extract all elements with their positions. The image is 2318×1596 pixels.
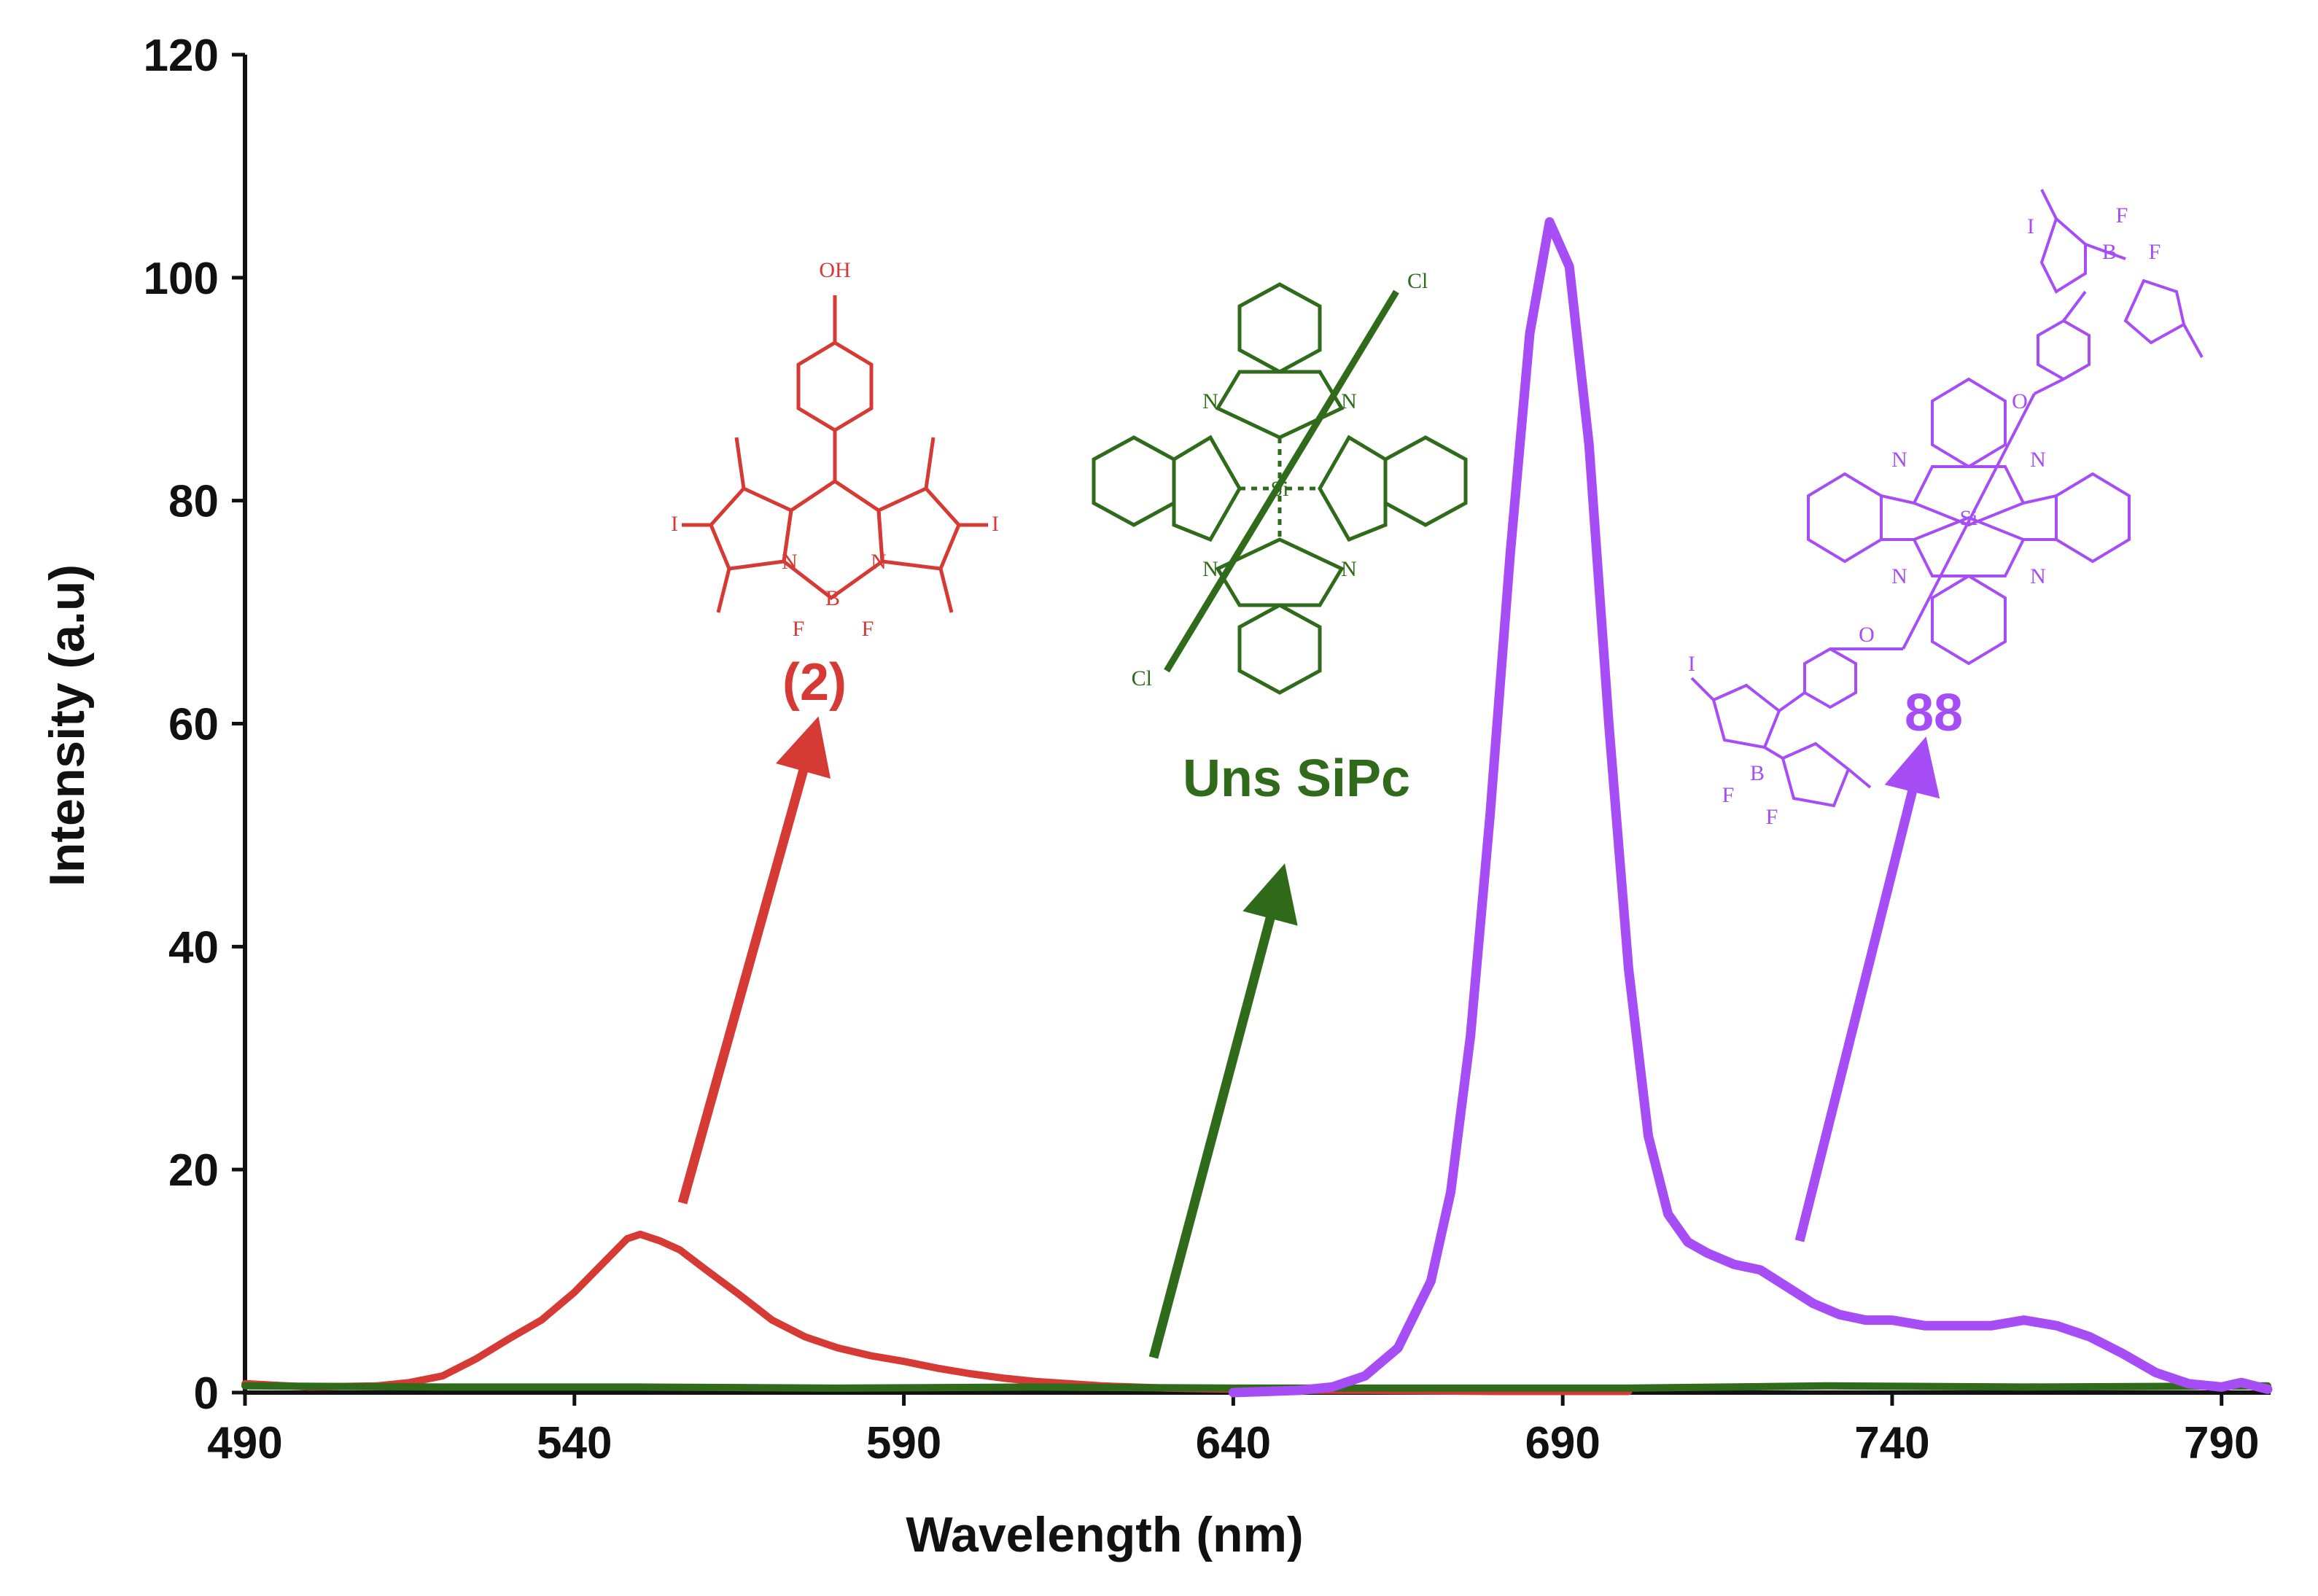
structure-88 (1690, 189, 2204, 808)
x-axis-title: Wavelength (nm) (906, 1507, 1303, 1562)
series-group (241, 217, 2273, 1398)
label-uns-sipc: Uns SiPc (1183, 750, 1410, 808)
structure-compound-2 (682, 295, 988, 613)
axis-tick-labels: 490 540 590 640 690 740 790 0 20 40 60 80 100 120 (144, 31, 2260, 1468)
atom-n-1: N (1891, 448, 1907, 472)
atom-i-bottom: I (1688, 652, 1695, 676)
x-tick-label-490: 490 (207, 1418, 282, 1468)
x-tick-label-790: 790 (2184, 1418, 2259, 1468)
series-line-1 (241, 1230, 1633, 1395)
y-tick-label-40: 40 (168, 922, 219, 973)
x-tick-label-640: 640 (1196, 1418, 1271, 1468)
atom-n-2: N (2030, 448, 2046, 472)
structure-uns-sipc (1092, 282, 1468, 695)
series-line-3 (1228, 217, 2273, 1398)
atom-o-bottom: O (1859, 623, 1875, 647)
atom-i-right: I (992, 512, 999, 536)
y-tick-label-60: 60 (168, 700, 219, 750)
atom-si: Si (1959, 506, 1977, 530)
structure-uns-sipc-atoms: Cl Cl Si N N N N (1132, 269, 1428, 690)
label-compound-2: (2) (782, 653, 847, 712)
atom-n-3: N (1202, 557, 1218, 581)
y-tick-label-0: 0 (194, 1369, 219, 1419)
arrow-green-uns-sipc (1148, 863, 1298, 1359)
atom-si: Si (1270, 477, 1288, 501)
arrow-red-compound-2 (677, 716, 831, 1204)
axes: 490 540 590 640 690 740 790 0 20 40 60 80 100 120 (144, 31, 2271, 1468)
atom-f-right: F (862, 617, 874, 641)
atom-f-top-2: F (2149, 240, 2161, 264)
atom-n-2: N (1341, 389, 1357, 413)
atom-f-left: F (793, 617, 805, 641)
atom-n-left: N (782, 550, 798, 574)
atom-b-bottom: B (1750, 761, 1765, 785)
x-tick-label-540: 540 (537, 1418, 612, 1468)
atom-f-top-1: F (2116, 203, 2128, 227)
atom-i-left: I (671, 512, 678, 536)
atom-n-3: N (1891, 564, 1907, 588)
structure-compound-2-atoms: OH I I N N B F F (671, 258, 999, 641)
atom-o-top: O (2012, 389, 2028, 413)
atom-cl-bottom: Cl (1132, 666, 1152, 690)
y-tick-label-100: 100 (144, 254, 219, 304)
atom-n-4: N (2030, 564, 2046, 588)
atom-oh: OH (819, 258, 850, 282)
x-tick-label-690: 690 (1525, 1418, 1600, 1468)
y-tick-label-20: 20 (168, 1145, 219, 1196)
annotation-arrows (677, 716, 1940, 1359)
atom-cl-top: Cl (1407, 269, 1428, 293)
x-tick-label-740: 740 (1854, 1418, 1929, 1468)
y-tick-label-120: 120 (144, 31, 219, 81)
label-88: 88 (1905, 684, 1963, 742)
y-tick-label-80: 80 (168, 477, 219, 527)
atom-i-top: I (2027, 214, 2034, 238)
atom-n-right: N (871, 550, 887, 574)
x-tick-label-590: 590 (866, 1418, 941, 1468)
atom-n-1: N (1202, 389, 1218, 413)
atom-f-bottom-2: F (1766, 805, 1778, 829)
structure-88-atoms: B F F I O Si N N N N O B F F I (1688, 203, 2161, 829)
atom-f-bottom-1: F (1722, 783, 1735, 807)
arrow-purple-88 (1794, 736, 1940, 1242)
y-axis-title: Intensity (a.u) (39, 564, 95, 887)
atom-b-top: B (2102, 240, 2117, 264)
atom-b: B (825, 586, 840, 610)
atom-n-4: N (1341, 557, 1357, 581)
